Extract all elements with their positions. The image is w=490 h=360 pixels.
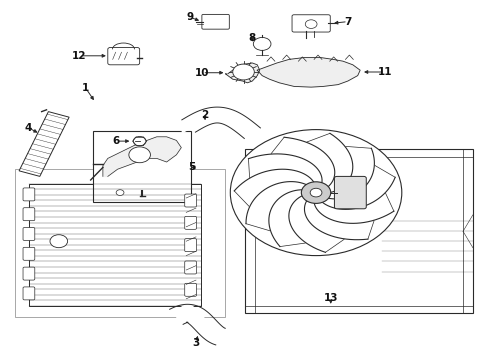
FancyBboxPatch shape <box>23 228 35 240</box>
FancyBboxPatch shape <box>185 239 196 252</box>
Circle shape <box>129 147 150 163</box>
FancyBboxPatch shape <box>334 176 367 209</box>
Bar <box>245 149 473 313</box>
Text: 7: 7 <box>344 17 352 27</box>
FancyBboxPatch shape <box>185 194 196 207</box>
FancyBboxPatch shape <box>202 14 229 29</box>
Text: 3: 3 <box>193 338 199 348</box>
FancyBboxPatch shape <box>185 216 196 229</box>
Bar <box>15 169 225 317</box>
Circle shape <box>305 20 317 28</box>
Circle shape <box>301 182 331 203</box>
Polygon shape <box>225 63 260 83</box>
Circle shape <box>133 136 146 146</box>
FancyBboxPatch shape <box>23 208 35 221</box>
Polygon shape <box>19 112 69 176</box>
Text: 13: 13 <box>323 293 338 303</box>
FancyBboxPatch shape <box>23 247 35 260</box>
Text: 10: 10 <box>195 68 210 78</box>
Bar <box>29 184 201 306</box>
FancyBboxPatch shape <box>185 283 196 296</box>
Text: 4: 4 <box>24 123 32 133</box>
FancyBboxPatch shape <box>292 15 330 32</box>
FancyBboxPatch shape <box>185 261 196 274</box>
Polygon shape <box>103 137 181 176</box>
Circle shape <box>253 37 271 50</box>
Circle shape <box>230 130 402 256</box>
Text: 2: 2 <box>201 110 208 120</box>
Text: 8: 8 <box>249 33 256 43</box>
Text: 6: 6 <box>113 136 120 146</box>
Text: 12: 12 <box>72 51 87 61</box>
Text: 5: 5 <box>189 162 196 172</box>
Bar <box>93 131 191 202</box>
Circle shape <box>50 235 68 248</box>
FancyBboxPatch shape <box>23 267 35 280</box>
Polygon shape <box>257 58 360 87</box>
Text: 11: 11 <box>377 67 392 77</box>
Text: 9: 9 <box>187 12 194 22</box>
FancyBboxPatch shape <box>23 188 35 201</box>
FancyBboxPatch shape <box>23 287 35 300</box>
Circle shape <box>116 190 124 195</box>
Circle shape <box>310 188 322 197</box>
Text: 1: 1 <box>82 83 89 93</box>
FancyBboxPatch shape <box>108 48 140 65</box>
Circle shape <box>233 64 254 80</box>
